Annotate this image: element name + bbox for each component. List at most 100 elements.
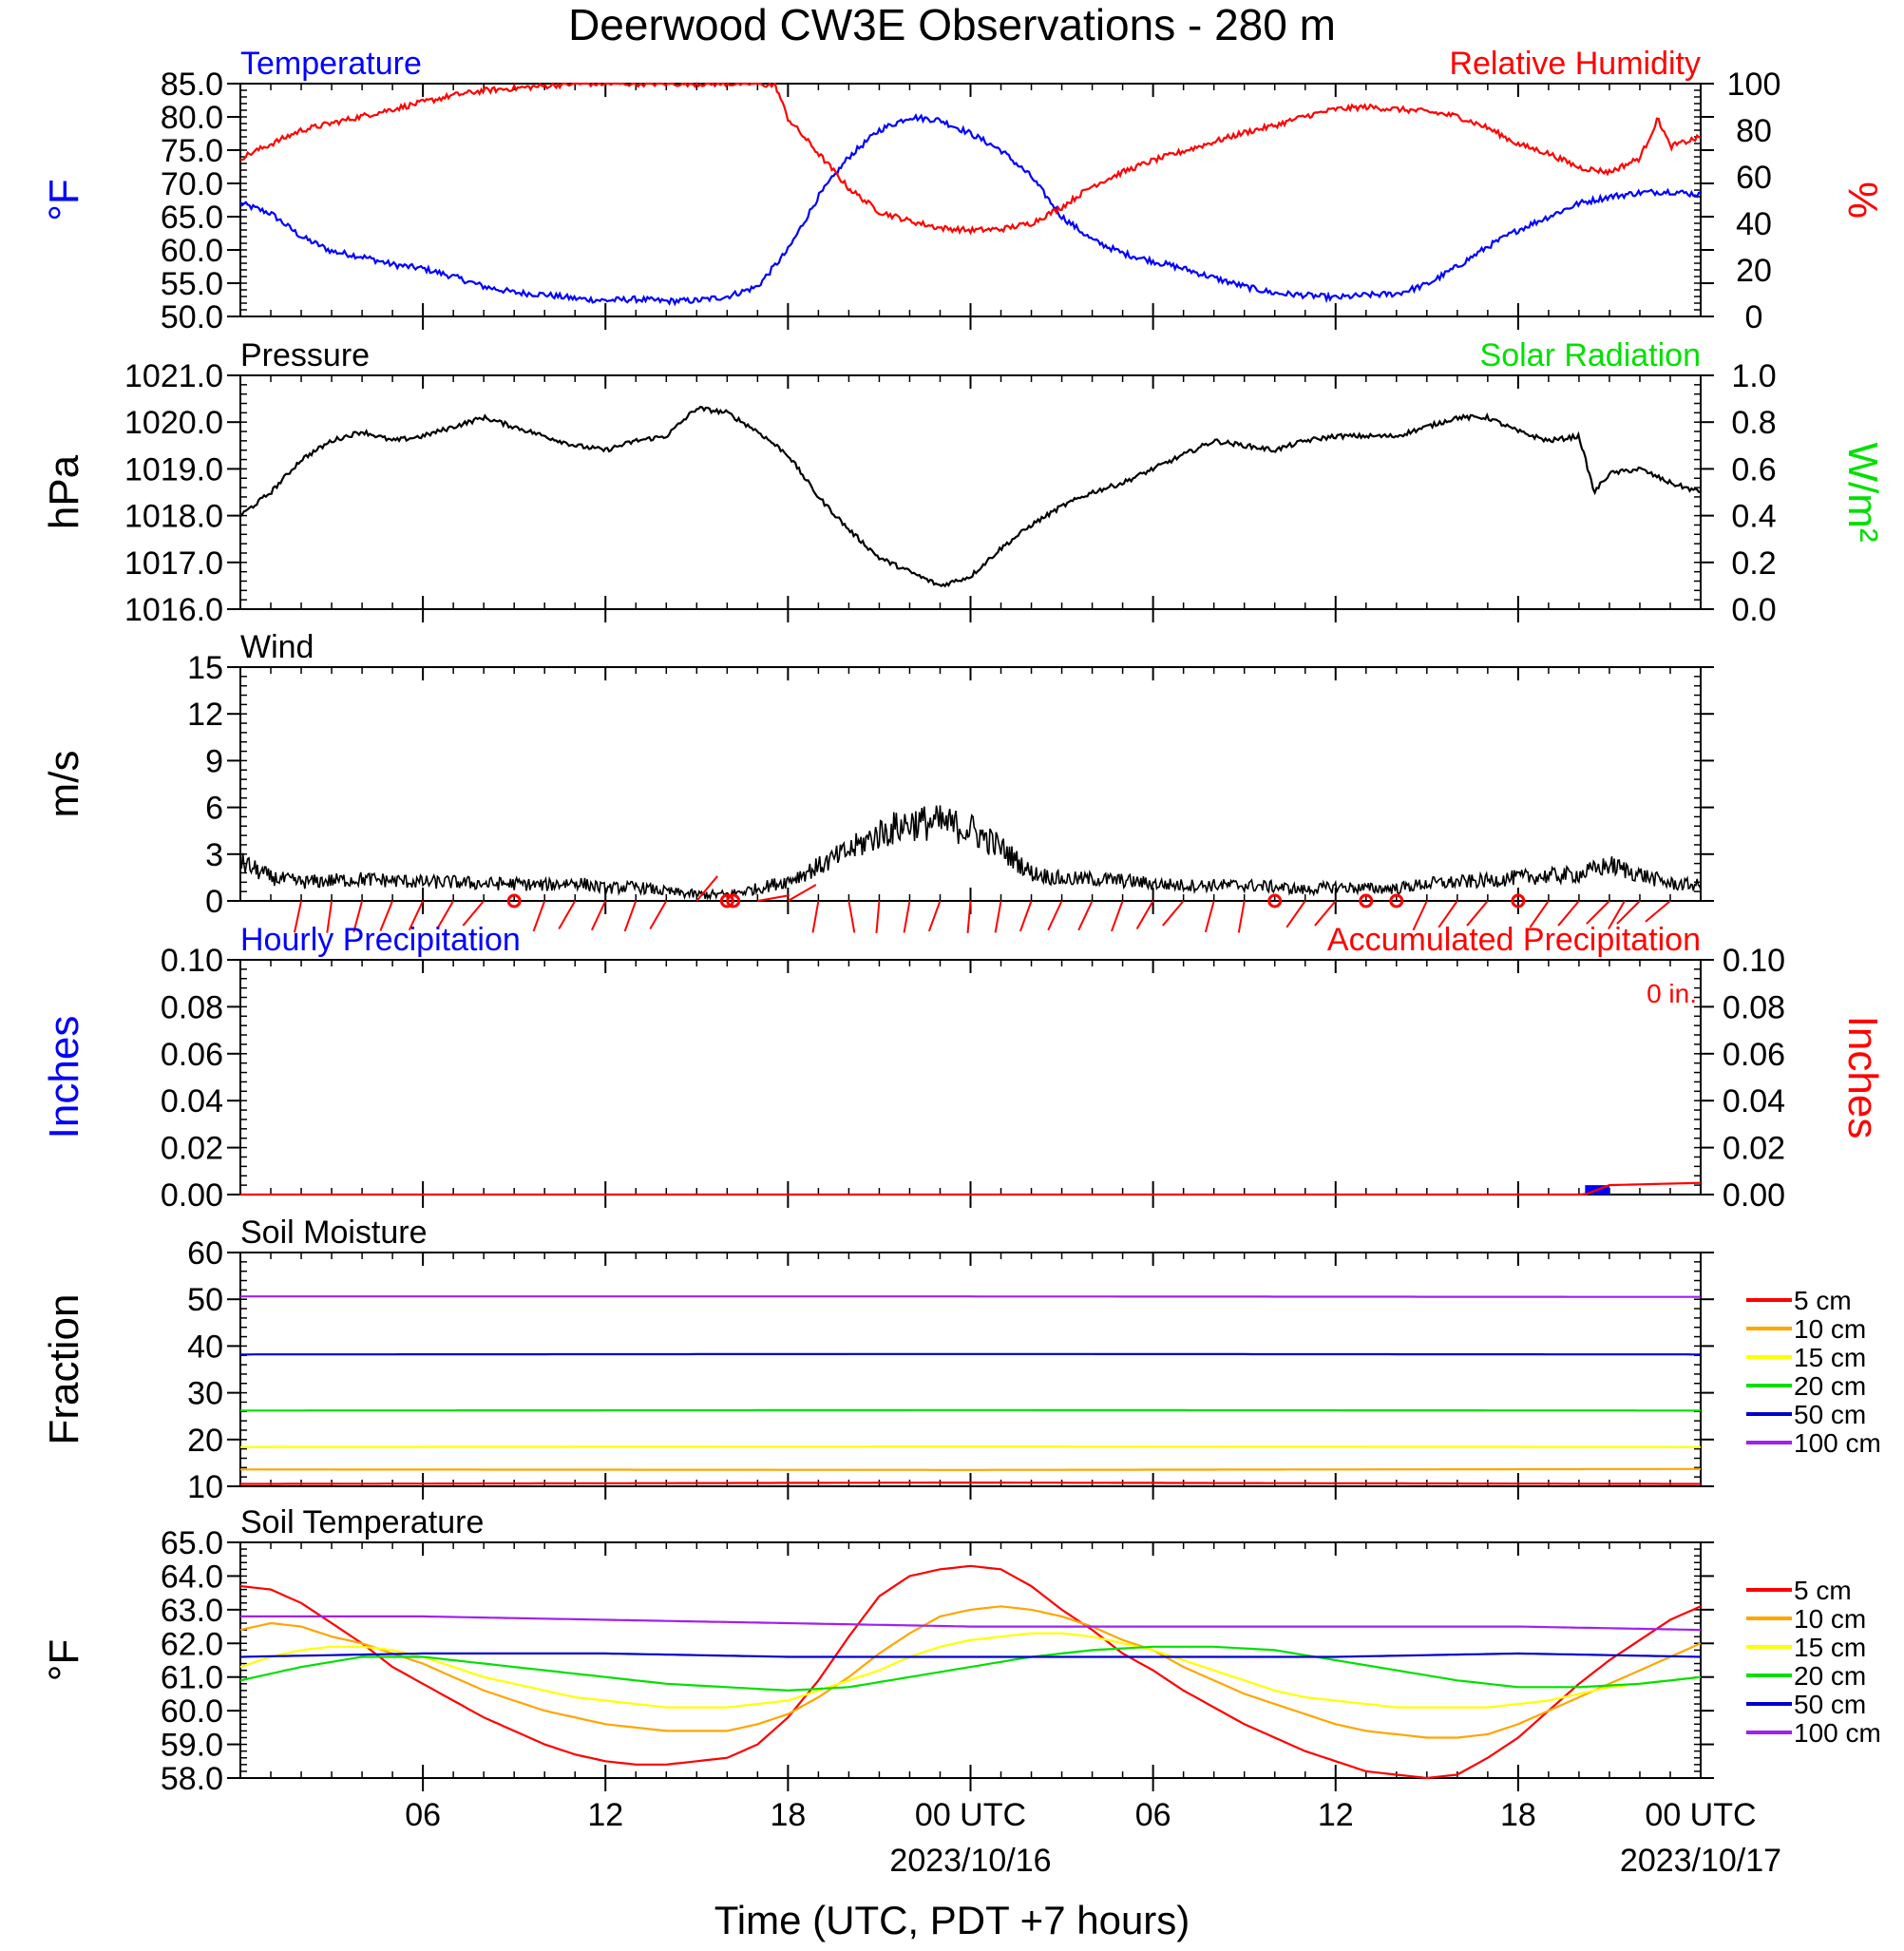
panel-title-right: Solar Radiation <box>1480 337 1701 373</box>
wind-barb <box>558 900 577 929</box>
y-tick-label-left: 65.0 <box>161 200 223 236</box>
y-tick-label-left: 0.00 <box>161 1177 223 1214</box>
series-line <box>240 1445 1701 1448</box>
y-axis-label-left: Inches <box>41 1016 87 1139</box>
x-tick-label: 00 UTC <box>1645 1797 1756 1833</box>
wind-barb <box>293 900 303 933</box>
wind-barb <box>1237 900 1246 933</box>
wind-barb <box>532 900 546 932</box>
y-axis-label-right: Inches <box>1839 1016 1886 1139</box>
y-tick-label-left: 0 <box>205 884 223 920</box>
series-line <box>239 405 1702 588</box>
wind-calm-marker <box>506 893 522 909</box>
wind-barb <box>1111 900 1124 932</box>
legend-label: 100 cm <box>1794 1428 1881 1458</box>
y-tick-label-left: 1017.0 <box>124 545 223 582</box>
y-tick-label-left: 60.0 <box>161 233 223 269</box>
series-line <box>239 805 1702 901</box>
y-tick-label-left: 64.0 <box>161 1559 223 1595</box>
series-line <box>239 1605 1702 1739</box>
legend-label: 100 cm <box>1794 1718 1881 1748</box>
panel-soil_temperature: 58.059.060.061.062.063.064.065.0 Soil Tem… <box>41 1504 1881 1797</box>
series-line <box>240 1615 1702 1632</box>
wind-barb <box>695 875 718 902</box>
legend-label: 50 cm <box>1794 1690 1866 1719</box>
y-tick-label-left: 50.0 <box>161 299 223 335</box>
y-tick-label-left: 60.0 <box>161 1693 223 1730</box>
y-tick-label-right: 0.6 <box>1731 451 1776 488</box>
y-tick-label-left: 20 <box>187 1423 223 1459</box>
y-tick-label-left: 62.0 <box>161 1626 223 1662</box>
legend-label: 20 cm <box>1794 1371 1866 1401</box>
y-tick-label-left: 15 <box>187 650 223 686</box>
y-tick-label-left: 0.04 <box>161 1083 223 1119</box>
wind-calm-marker <box>719 893 734 909</box>
series-line <box>240 1408 1701 1412</box>
y-tick-label-right: 80 <box>1736 113 1772 149</box>
panels-group: 50.055.060.065.070.075.080.085.002040608… <box>41 46 1886 1879</box>
wind-barb <box>462 900 485 927</box>
legend-label: 5 cm <box>1794 1286 1852 1315</box>
legend-label: 10 cm <box>1794 1314 1866 1344</box>
panel-precipitation: 0.00 0.02 0.04 0.06 0.08 0.10 0.00 0.02 0.04 0.06… <box>41 922 1886 1214</box>
y-axis-label-left: hPa <box>41 454 87 529</box>
series-line <box>239 82 1702 236</box>
wind-barb <box>1616 900 1641 925</box>
series-line <box>239 1645 1702 1693</box>
y-axis-label-left: °F <box>41 1639 87 1681</box>
wind-barb <box>1135 900 1154 929</box>
wind-barb <box>326 900 333 933</box>
wind-barb <box>379 900 394 931</box>
panel-wind: 0 3 6 9 12 15 Wind m/s <box>41 629 1714 933</box>
y-tick-label-left: 1019.0 <box>124 451 223 488</box>
panel-title-right: Relative Humidity <box>1449 46 1701 82</box>
y-tick-label-right: 0.06 <box>1723 1037 1785 1073</box>
y-tick-label-left: 59.0 <box>161 1728 223 1764</box>
y-tick-label-right: 0.02 <box>1723 1131 1785 1167</box>
wind-barb <box>1077 900 1094 931</box>
x-tick-label: 12 <box>587 1797 623 1833</box>
panel-title-right: Accumulated Precipitation <box>1327 922 1701 958</box>
series-line <box>240 1352 1701 1356</box>
y-tick-label-right: 0.04 <box>1723 1083 1785 1119</box>
series-line <box>240 1482 1701 1485</box>
panel-pressure: 1016.0 1017.0 1018.0 1019.0 1020.0 1021.0 0.0 0… <box>41 337 1886 628</box>
y-tick-label-left: 30 <box>187 1376 223 1412</box>
wind-barb <box>994 900 1002 933</box>
wind-barb <box>649 900 668 929</box>
wind-barb <box>1645 900 1671 923</box>
y-tick-label-left: 80.0 <box>161 100 223 136</box>
wind-barb <box>1019 900 1033 932</box>
y-tick-label-left: 0.08 <box>161 989 223 1025</box>
y-tick-label-right: 40 <box>1736 206 1772 242</box>
y-axis-label-right: W/m² <box>1839 442 1886 542</box>
x-tick-label: 12 <box>1318 1797 1354 1833</box>
series-line <box>240 1295 1701 1298</box>
y-tick-label-left: 40 <box>187 1329 223 1365</box>
accumulated-total-label: 0 in. <box>1647 979 1697 1008</box>
x-tick-date-label: 2023/10/17 <box>1620 1843 1781 1879</box>
series-line <box>240 1467 1701 1471</box>
y-tick-label-right: 1.0 <box>1731 358 1776 394</box>
wind-barb <box>352 900 364 933</box>
panel-title-left: Soil Temperature <box>240 1504 484 1540</box>
wind-calm-marker <box>1267 893 1283 909</box>
y-tick-label-left: 85.0 <box>161 67 223 103</box>
wind-barb <box>847 900 856 933</box>
wind-barb <box>757 894 790 902</box>
y-tick-label-left: 65.0 <box>161 1525 223 1561</box>
wind-barb <box>1162 900 1185 927</box>
y-tick-label-left: 1021.0 <box>124 358 223 394</box>
wind-barb <box>1466 900 1489 927</box>
y-tick-label-left: 0.02 <box>161 1131 223 1167</box>
y-tick-label-right: 0.0 <box>1731 592 1776 628</box>
wind-barb <box>1285 900 1306 928</box>
legend-label: 5 cm <box>1794 1576 1852 1605</box>
wind-calm-marker <box>726 893 741 909</box>
panel-title-left: Hourly Precipitation <box>240 922 521 958</box>
y-tick-label-right: 0.00 <box>1723 1177 1785 1214</box>
wind-calm-marker <box>1389 893 1404 909</box>
panel-temperature: 50.055.060.065.070.075.080.085.0 0 20 40 60 8… <box>41 46 1886 335</box>
chart-title: Deerwood CW3E Observations - 280 m <box>568 0 1336 49</box>
y-tick-label-right: 0.08 <box>1723 989 1785 1025</box>
